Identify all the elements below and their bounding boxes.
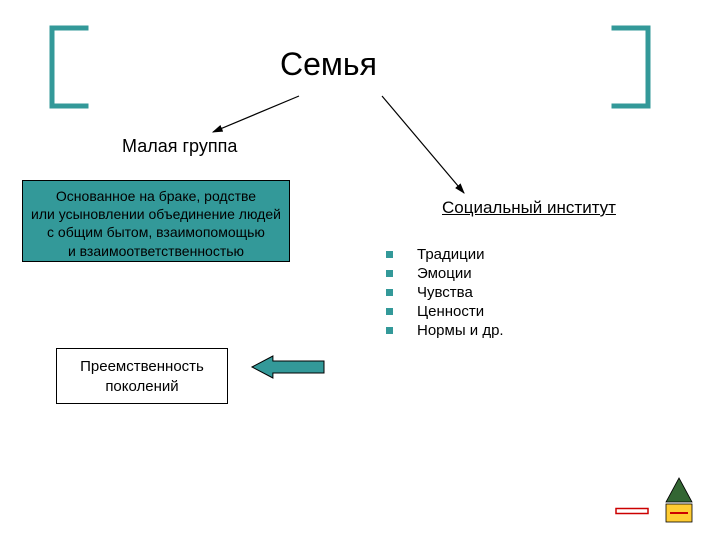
bullet-icon xyxy=(386,251,393,258)
list-item: Чувства xyxy=(386,284,504,301)
list-item-label: Чувства xyxy=(417,284,473,301)
nav-home-icon[interactable] xyxy=(666,478,692,502)
succession-line: поколений xyxy=(67,377,217,397)
list-item: Нормы и др. xyxy=(386,322,504,339)
bullet-icon xyxy=(386,289,393,296)
slide-title: Семья xyxy=(280,46,377,83)
list-item: Традиции xyxy=(386,246,504,263)
succession-line: Преемственность xyxy=(67,357,217,377)
green-arrow-icon xyxy=(252,356,324,378)
list-item: Ценности xyxy=(386,303,504,320)
list-item: Эмоции xyxy=(386,265,504,282)
bullet-icon xyxy=(386,308,393,315)
bracket-right xyxy=(0,0,1,1)
nav-next-icon[interactable] xyxy=(666,504,692,522)
left-subheading: Малая группа xyxy=(122,136,237,157)
bullet-list: Традиции Эмоции Чувства Ценности Нормы и др. xyxy=(386,244,504,341)
succession-box: Преемственностьпоколений xyxy=(56,348,228,404)
definition-line: с общим бытом, взаимопомощью xyxy=(31,223,281,241)
list-item-label: Нормы и др. xyxy=(417,322,504,339)
nav-back-icon[interactable] xyxy=(616,506,648,516)
definition-line: и взаимоответственностью xyxy=(31,242,281,260)
definition-line: или усыновлении объединение людей xyxy=(31,205,281,223)
bullet-icon xyxy=(386,327,393,334)
definition-box: Основанное на браке, родствеили усыновле… xyxy=(22,180,290,262)
right-heading: Социальный институт xyxy=(442,198,616,218)
list-item-label: Традиции xyxy=(417,246,485,263)
list-item-label: Ценности xyxy=(417,303,484,320)
list-item-label: Эмоции xyxy=(417,265,472,282)
definition-line: Основанное на браке, родстве xyxy=(31,187,281,205)
bullet-icon xyxy=(386,270,393,277)
